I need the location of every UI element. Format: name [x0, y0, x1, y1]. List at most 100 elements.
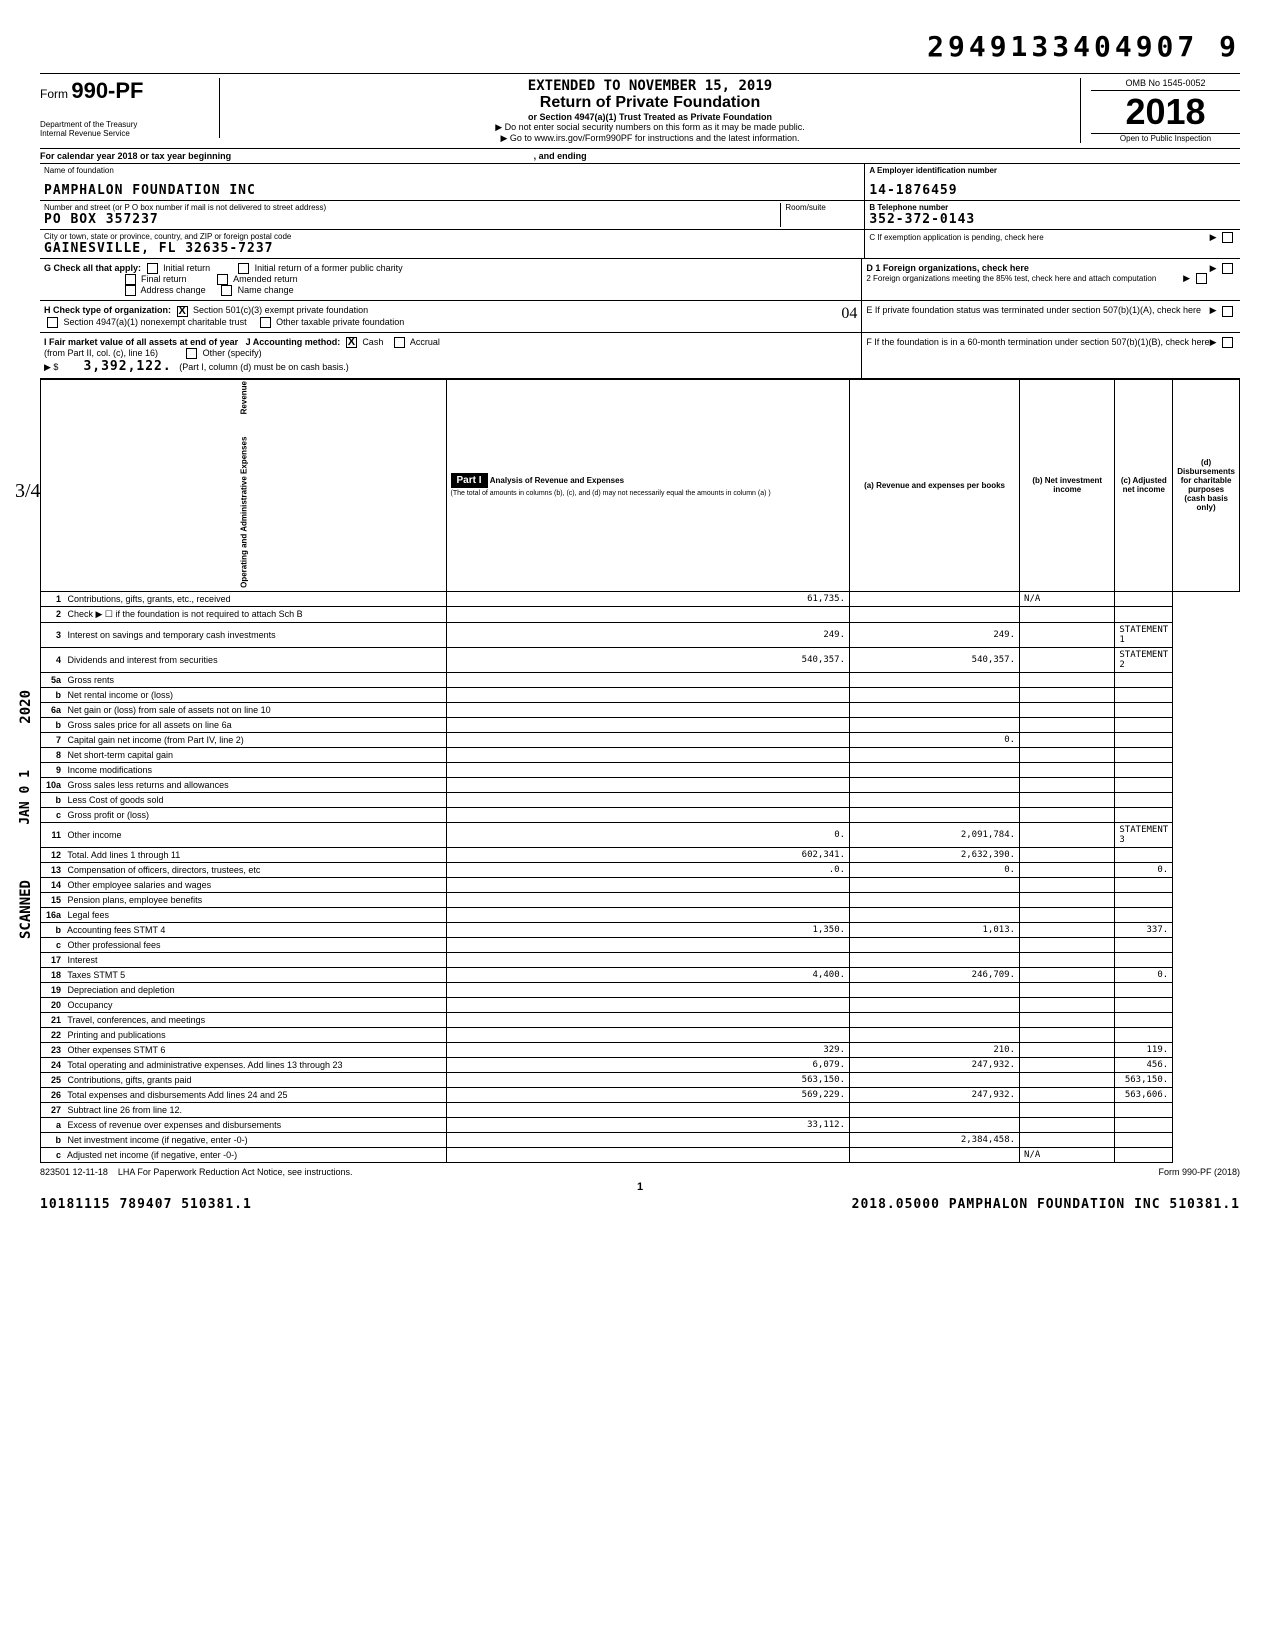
cell-a: [446, 807, 850, 822]
exemption-checkbox[interactable]: [1222, 232, 1233, 243]
table-row: 19 Depreciation and depletion: [41, 982, 1240, 997]
table-row: 18 Taxes STMT 54,400.246,709.0.: [41, 967, 1240, 982]
final-return-check[interactable]: [125, 274, 136, 285]
cell-b: [850, 937, 1020, 952]
table-row: 9 Income modifications: [41, 762, 1240, 777]
cell-d: STATEMENT 2: [1115, 647, 1173, 672]
cell-d: [1115, 1117, 1173, 1132]
cell-b: 247,932.: [850, 1057, 1020, 1072]
info-section: Name of foundation PAMPHALON FOUNDATION …: [40, 164, 1240, 259]
cell-d: [1115, 792, 1173, 807]
cell-b: [850, 982, 1020, 997]
cell-a: [446, 762, 850, 777]
table-row: b Less Cost of goods sold: [41, 792, 1240, 807]
title-center: EXTENDED TO NOVEMBER 15, 2019 Return of …: [220, 78, 1080, 144]
subtitle: or Section 4947(a)(1) Trust Treated as P…: [230, 112, 1070, 122]
cell-a: 33,112.: [446, 1117, 850, 1132]
cell-b: [850, 1147, 1020, 1162]
foreign-org-check[interactable]: [1222, 263, 1233, 274]
cell-c: [1020, 777, 1115, 792]
cell-a: 6,079.: [446, 1057, 850, 1072]
cell-d: [1115, 1102, 1173, 1117]
other-taxable-check[interactable]: [260, 317, 271, 328]
table-row: 17 Interest: [41, 952, 1240, 967]
cell-b: [850, 777, 1020, 792]
cell-d: [1115, 672, 1173, 687]
cash-check[interactable]: [346, 337, 357, 348]
cell-c: [1020, 702, 1115, 717]
cell-d: [1115, 687, 1173, 702]
cell-d: [1115, 937, 1173, 952]
cell-c: [1020, 1117, 1115, 1132]
form-box: Form 990-PF Department of the Treasury I…: [40, 78, 220, 138]
ein: 14-1876459: [869, 183, 1236, 198]
cell-a: [446, 1102, 850, 1117]
row-description: 8 Net short-term capital gain: [41, 747, 447, 762]
accrual-check[interactable]: [394, 337, 405, 348]
cell-b: [850, 997, 1020, 1012]
cell-a: [446, 1132, 850, 1147]
document-number: 2949133404907 9: [927, 30, 1240, 63]
row-description: 25 Contributions, gifts, grants paid: [41, 1072, 447, 1087]
table-row: b Accounting fees STMT 41,350.1,013.337.: [41, 922, 1240, 937]
cell-c: [1020, 952, 1115, 967]
initial-return-check[interactable]: [147, 263, 158, 274]
initial-former-check[interactable]: [238, 263, 249, 274]
cell-b: [850, 702, 1020, 717]
row-description: b Less Cost of goods sold: [41, 792, 447, 807]
status-terminated-check[interactable]: [1222, 306, 1233, 317]
cell-b: [850, 762, 1020, 777]
col-a-header: (a) Revenue and expenses per books: [850, 379, 1020, 591]
60-month-check[interactable]: [1222, 337, 1233, 348]
cell-c: [1020, 937, 1115, 952]
cell-b: 247,932.: [850, 1087, 1020, 1102]
margin-jan: JAN 0 1: [18, 770, 33, 825]
cell-d: 563,150.: [1115, 1072, 1173, 1087]
table-row: b Net investment income (if negative, en…: [41, 1132, 1240, 1147]
other-method-check[interactable]: [186, 348, 197, 359]
cell-d: [1115, 732, 1173, 747]
name-change-check[interactable]: [221, 285, 232, 296]
ein-cell: A Employer identification number 14-1876…: [865, 164, 1240, 201]
cell-a: [446, 747, 850, 762]
tax-year: 2018: [1091, 91, 1240, 133]
row-description: 23 Other expenses STMT 6: [41, 1042, 447, 1057]
cell-b: [850, 952, 1020, 967]
calendar-year-row: For calendar year 2018 or tax year begin…: [40, 149, 1240, 164]
cell-c: [1020, 1057, 1115, 1072]
cell-c: [1020, 1027, 1115, 1042]
cell-c: [1020, 747, 1115, 762]
city-cell: City or town, state or province, country…: [40, 230, 864, 258]
cell-d: STATEMENT 3: [1115, 822, 1173, 847]
row-description: 15 Pension plans, employee benefits: [41, 892, 447, 907]
check-section-h: H Check type of organization: Section 50…: [40, 301, 1240, 332]
4947a1-check[interactable]: [47, 317, 58, 328]
col-c-header: (c) Adjusted net income: [1115, 379, 1173, 591]
row-description: 22 Printing and publications: [41, 1027, 447, 1042]
table-row: 8 Net short-term capital gain: [41, 747, 1240, 762]
cell-d: [1115, 982, 1173, 997]
table-row: 7 Capital gain net income (from Part IV,…: [41, 732, 1240, 747]
col-d-header: (d) Disbursements for charitable purpose…: [1173, 379, 1240, 591]
table-row: c Other professional fees: [41, 937, 1240, 952]
row-description: b Accounting fees STMT 4: [41, 922, 447, 937]
cell-a: [446, 672, 850, 687]
foreign-85-check[interactable]: [1196, 273, 1207, 284]
amended-return-check[interactable]: [217, 274, 228, 285]
row-description: c Gross profit or (loss): [41, 807, 447, 822]
cell-a: 329.: [446, 1042, 850, 1057]
row-description: b Net rental income or (loss): [41, 687, 447, 702]
address-change-check[interactable]: [125, 285, 136, 296]
cell-b: [850, 807, 1020, 822]
revenue-side-label: Operating and Administrative Expenses Re…: [41, 379, 447, 591]
table-row: 13 Compensation of officers, directors, …: [41, 862, 1240, 877]
501c3-check[interactable]: [177, 306, 188, 317]
margin-scanned: SCANNED: [18, 880, 34, 939]
cell-a: [446, 907, 850, 922]
cell-a: [446, 892, 850, 907]
table-row: c Adjusted net income (if negative, ente…: [41, 1147, 1240, 1162]
cell-b: [850, 1117, 1020, 1132]
cell-c: [1020, 877, 1115, 892]
row-description: 27 Subtract line 26 from line 12.: [41, 1102, 447, 1117]
row-description: 16a Legal fees: [41, 907, 447, 922]
